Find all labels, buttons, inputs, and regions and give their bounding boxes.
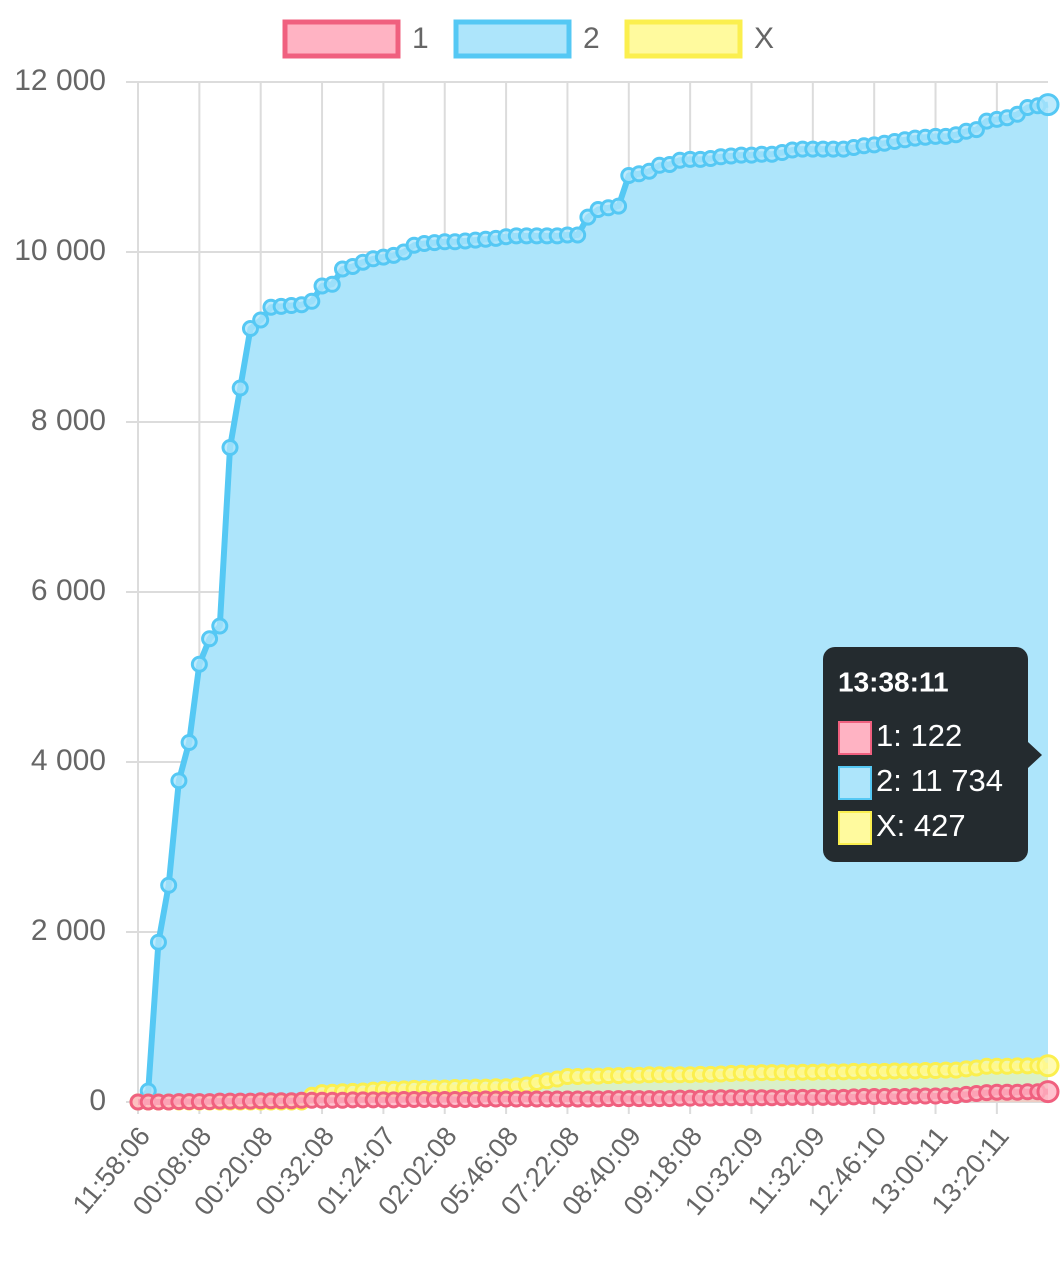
point bbox=[201, 630, 219, 648]
point bbox=[323, 275, 341, 293]
legend-swatch bbox=[282, 19, 401, 59]
tooltip-line: X: 427 bbox=[876, 808, 966, 843]
point bbox=[1036, 93, 1060, 117]
point bbox=[211, 617, 229, 635]
y-tick-label: 6 000 bbox=[31, 574, 106, 607]
point bbox=[1036, 1054, 1060, 1078]
legend: 1 2 X bbox=[282, 19, 774, 59]
point bbox=[190, 655, 208, 673]
point bbox=[149, 933, 167, 951]
legend-label: X bbox=[754, 22, 774, 55]
y-tick-label: 12 000 bbox=[14, 64, 106, 97]
point bbox=[221, 439, 239, 456]
area bbox=[138, 104, 1048, 1103]
legend-label: 2 bbox=[583, 22, 600, 55]
y-tick-label: 2 000 bbox=[31, 914, 106, 947]
plot bbox=[129, 93, 1060, 1111]
tooltip-box bbox=[823, 647, 1028, 862]
point bbox=[160, 876, 178, 894]
point bbox=[170, 772, 188, 790]
y-tick-label: 4 000 bbox=[31, 744, 106, 777]
legend-label: 1 bbox=[412, 22, 429, 55]
legend-swatch bbox=[624, 19, 743, 59]
tooltip-line: 2: 11 734 bbox=[876, 763, 1003, 798]
tooltip-swatch bbox=[838, 811, 872, 845]
tooltip-swatch bbox=[838, 721, 872, 755]
tooltip-swatch bbox=[838, 766, 872, 800]
tooltip-title: 13:38:11 bbox=[838, 666, 949, 697]
point bbox=[252, 311, 270, 329]
y-tick-label: 8 000 bbox=[31, 404, 106, 437]
point bbox=[569, 226, 587, 244]
point bbox=[180, 733, 198, 751]
point bbox=[1036, 1080, 1060, 1104]
point bbox=[610, 197, 628, 215]
y-tick-label: 0 bbox=[89, 1084, 106, 1117]
tooltip-line: 1: 122 bbox=[876, 718, 962, 753]
legend-swatch bbox=[453, 19, 572, 59]
tooltip: 13:38:11 1: 122 2: 11 734 X: 427 bbox=[823, 647, 1042, 862]
point bbox=[303, 292, 321, 310]
point bbox=[231, 379, 249, 397]
y-tick-label: 10 000 bbox=[14, 234, 106, 267]
tooltip-caret bbox=[1028, 742, 1042, 768]
